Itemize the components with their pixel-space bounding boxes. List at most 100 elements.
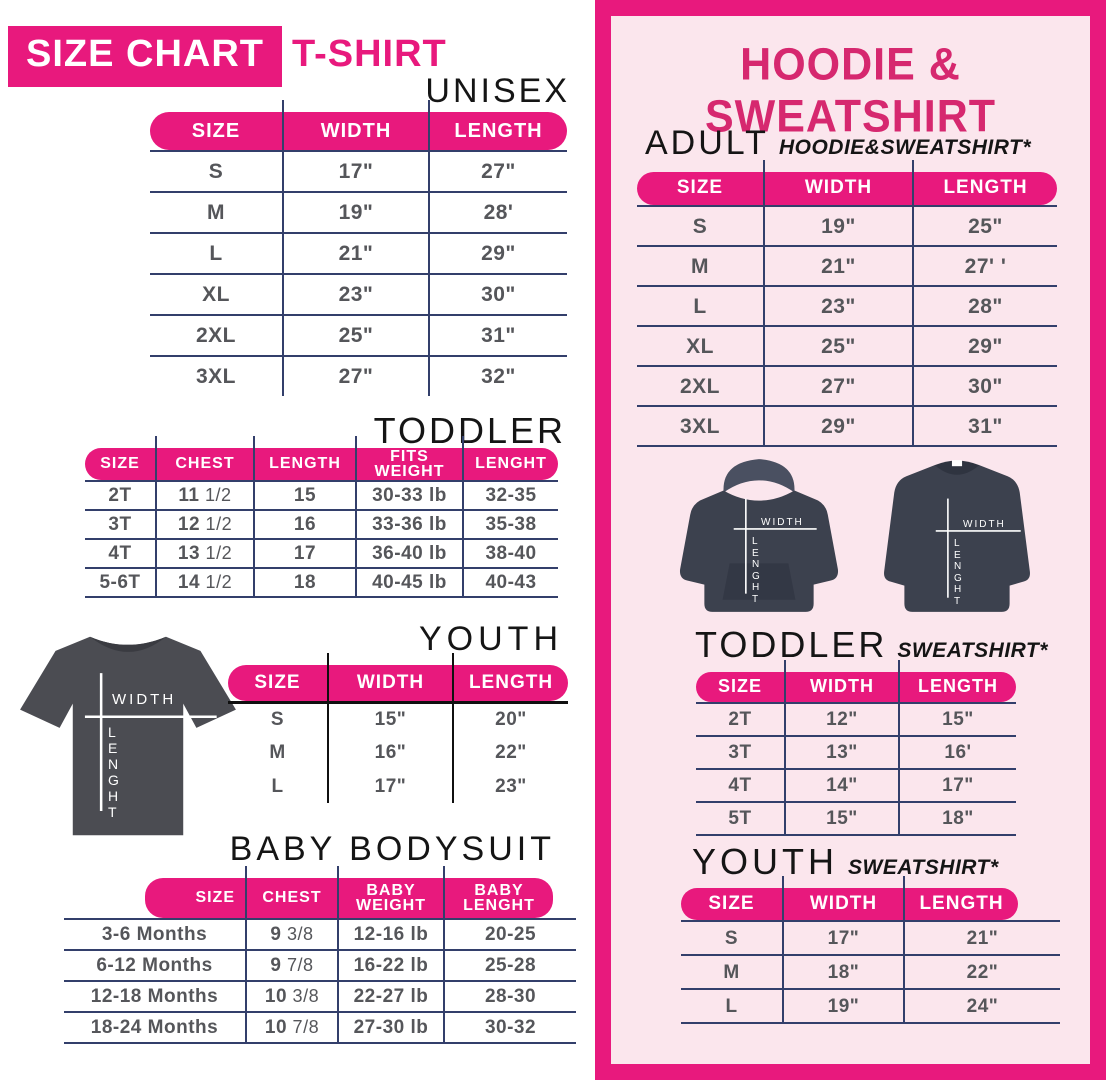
table-cell: 13"	[784, 737, 898, 768]
table-cell: 14"	[784, 770, 898, 801]
section-title-youth-tshirt: YOUTH	[419, 620, 563, 658]
table-cell: 29"	[763, 407, 912, 445]
table-cell: 17"	[898, 770, 1016, 801]
table-row: 2XL 25" 31"	[150, 314, 567, 355]
sweatshirt-silhouette	[884, 460, 1030, 612]
table-cell: 22-27 lb	[337, 982, 443, 1011]
width-label: WIDTH	[761, 517, 804, 528]
table-header-row: SIZE CHEST BABY WEIGHT BABY LENGHT	[145, 866, 553, 918]
table-cell: 27"	[282, 357, 428, 396]
panel-title: HOODIE & SWEATSHIRT	[704, 39, 997, 142]
column-header: LENGTH	[253, 436, 355, 480]
size-chart-badge: SIZE CHART	[8, 26, 282, 87]
table-row: M 16" 22"	[228, 735, 568, 769]
table-cell: 12-18 Months	[90, 986, 219, 1007]
table-cell: 13 1/2	[155, 540, 253, 567]
column-header: CHEST	[245, 866, 337, 918]
table-row: 4T 13 1/2 17 36-40 lb 38-40	[85, 538, 558, 567]
table-header-row: SIZE WIDTH LENGTH	[228, 653, 568, 701]
table-cell: XL	[686, 334, 714, 358]
table-row: S 17" 21"	[681, 920, 1060, 954]
section-title-toddler-sweatshirt: TODDLER	[695, 624, 888, 665]
section-title-unisex: UNISEX	[425, 72, 570, 110]
table-cell: 20"	[452, 704, 568, 735]
column-header: SIZE	[195, 889, 235, 907]
table-cell: 30-32	[443, 1013, 576, 1042]
table-row: 3XL 29" 31"	[637, 405, 1057, 445]
table-cell: 32"	[428, 357, 567, 396]
table-body: 3-6 Months 9 3/8 12-16 lb 20-25 6-12 Months 9…	[64, 918, 576, 1044]
table-cell: 17"	[782, 922, 903, 954]
table-cell: 15"	[898, 704, 1016, 735]
column-header: SIZE	[717, 676, 762, 697]
table-body: 2T 12" 15" 3T 13" 16' 4T 14" 17" 5T 15" 18"	[696, 702, 1016, 836]
table-cell: 3T	[108, 514, 132, 535]
table-cell: L	[271, 775, 284, 797]
tshirt-silhouette	[20, 636, 236, 836]
table-cell: 29"	[912, 327, 1057, 365]
hoodie-silhouette	[679, 459, 839, 612]
column-header: LENGTH	[903, 876, 1018, 920]
table-cell: 12"	[784, 704, 898, 735]
sweatshirt-image: WIDTH LENGHT	[871, 450, 1043, 626]
table-row: XL 23" 30"	[150, 273, 567, 314]
table-header-row: SIZE CHEST LENGTH FITS WEIGHT LENGHT	[85, 436, 558, 480]
table-cell: 9 3/8	[245, 920, 337, 949]
length-label: LENGHT	[108, 724, 119, 821]
table-body: S 15" 20" M 16" 22" L 17" 23"	[228, 701, 568, 803]
table-row: L 23" 28"	[637, 285, 1057, 325]
table-row: 3XL 27" 32"	[150, 355, 567, 396]
column-header: WIDTH	[327, 653, 452, 701]
table-body: 2T 11 1/2 15 30-33 lb 32-35 3T 12 1/2 16 33-36 l…	[85, 480, 558, 598]
column-header: CHEST	[155, 436, 253, 480]
tshirt-product-label: T-SHIRT	[292, 33, 447, 75]
table-row: L 17" 23"	[228, 769, 568, 803]
table-row: 3-6 Months 9 3/8 12-16 lb 20-25	[64, 918, 576, 949]
table-cell: M	[207, 201, 225, 224]
table-cell: 31"	[428, 316, 567, 355]
table-cell: 28'	[428, 193, 567, 232]
garment-images-row: WIDTH LENGHT WIDTH LENGHT	[673, 450, 1045, 626]
tshirt-image: WIDTH LENGHT	[14, 620, 242, 852]
table-row: 2XL 27" 30"	[637, 365, 1057, 405]
table-row: L 21" 29"	[150, 232, 567, 273]
length-label: LENGHT	[954, 538, 962, 607]
table-cell: 21"	[282, 234, 428, 273]
column-header: SIZE	[100, 455, 140, 473]
table-row: 5T 15" 18"	[696, 801, 1016, 834]
table-cell: 25-28	[443, 951, 576, 980]
table-cell: L	[209, 242, 223, 265]
table-row: 3T 13" 16'	[696, 735, 1016, 768]
table-cell: 16'	[898, 737, 1016, 768]
section-heading-toddler-sweatshirt: TODDLER SWEATSHIRT*	[695, 624, 1048, 666]
column-header: SIZE	[676, 177, 724, 199]
table-header-row: SIZE WIDTH LENGTH	[681, 876, 1018, 920]
table-cell: 30"	[428, 275, 567, 314]
section-subtitle-adult: HOODIE&SWEATSHIRT*	[778, 136, 1032, 159]
table-cell: 30"	[912, 367, 1057, 405]
toddler-tshirt-size-table: SIZE CHEST LENGTH FITS WEIGHT LENGHT 2T 11 1/2…	[85, 436, 558, 598]
table-cell: 29"	[428, 234, 567, 273]
section-subtitle-toddler-sweatshirt: SWEATSHIRT*	[897, 639, 1048, 662]
table-header-row: SIZE WIDTH LENGTH	[150, 100, 567, 150]
table-cell: 33-36 lb	[355, 511, 462, 538]
table-row: 18-24 Months 10 7/8 27-30 lb 30-32	[64, 1011, 576, 1042]
table-cell: S	[724, 927, 739, 949]
table-cell: M	[691, 254, 709, 278]
table-row: 2T 12" 15"	[696, 702, 1016, 735]
table-cell: 21"	[903, 922, 1060, 954]
table-cell: 11 1/2	[155, 482, 253, 509]
table-cell: S	[270, 709, 285, 730]
table-cell: L	[725, 995, 738, 1017]
table-cell: 27"	[428, 152, 567, 191]
table-cell: M	[723, 961, 740, 983]
table-cell: 23"	[282, 275, 428, 314]
table-cell: 2XL	[195, 324, 236, 347]
hoodie-sweatshirt-panel: HOODIE & SWEATSHIRT ADULT HOODIE&SWEATSH…	[595, 0, 1106, 1080]
table-row: 2T 11 1/2 15 30-33 lb 32-35	[85, 480, 558, 509]
toddler-sweatshirt-size-table: SIZE WIDTH LENGTH 2T 12" 15" 3T 13" 16' 4T 14" 17" 5…	[696, 660, 1016, 836]
table-cell: 28-30	[443, 982, 576, 1011]
table-cell: 19"	[282, 193, 428, 232]
table-cell: 17"	[327, 769, 452, 803]
table-row: M 18" 22"	[681, 954, 1060, 988]
